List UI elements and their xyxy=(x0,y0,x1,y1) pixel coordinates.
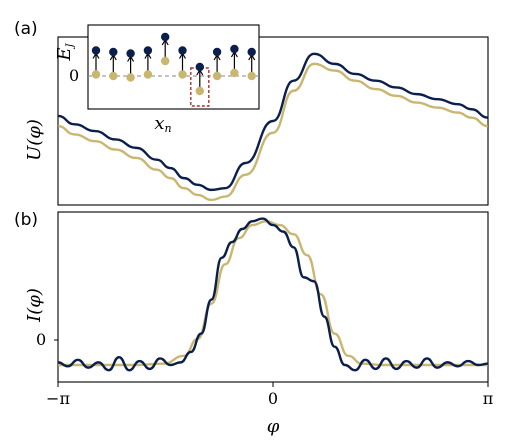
panel-b-series-gold xyxy=(58,219,488,367)
panel-a-label: (a) xyxy=(14,19,38,39)
inset-site-gold-8 xyxy=(230,68,239,78)
inset-site-gold-4 xyxy=(161,56,170,66)
panel-b-ylabel: I(φ) xyxy=(24,288,45,323)
panel-a-series-navy xyxy=(57,52,489,192)
panel-b-xlabel: φ xyxy=(267,416,280,437)
inset-site-navy-6 xyxy=(195,62,204,72)
inset-site-navy-0 xyxy=(91,46,101,55)
inset-site-gold-5 xyxy=(178,70,187,79)
inset-ytick: 0 xyxy=(69,66,79,85)
panel-a-series-gold xyxy=(57,62,489,202)
panel-b-ytick-0: 0 xyxy=(36,330,46,349)
inset-site-gold-0 xyxy=(91,70,101,79)
inset-site-gold-6 xyxy=(195,86,204,96)
xtick-pi: π xyxy=(483,389,494,408)
inset-highlight-box xyxy=(190,67,210,107)
panel-a-frame xyxy=(57,36,489,206)
inset-site-gold-3 xyxy=(143,70,153,79)
inset-site-navy-2 xyxy=(126,49,135,58)
inset-site-gold-1 xyxy=(109,71,118,81)
inset-site-navy-9 xyxy=(247,47,256,57)
xtick-zero: 0 xyxy=(268,389,278,408)
inset-ylabel: EJ xyxy=(54,42,76,61)
inset-site-gold-7 xyxy=(212,71,222,81)
inset-site-navy-7 xyxy=(212,47,222,57)
inset-site-gold-9 xyxy=(247,71,256,81)
panel-a-series xyxy=(57,52,489,202)
inset-site-navy-8 xyxy=(230,44,239,54)
inset: EJ 0 xn xyxy=(54,24,260,135)
inset-site-navy-3 xyxy=(143,46,153,55)
inset-site-navy-5 xyxy=(178,46,187,55)
inset-site-navy-1 xyxy=(109,47,118,57)
xtick-neg-pi: −π xyxy=(46,389,70,408)
inset-site-navy-4 xyxy=(161,32,170,42)
panel-b-series-navy xyxy=(57,217,488,372)
panel-b-frame xyxy=(57,211,489,383)
panel-a-ylabel: U(φ) xyxy=(24,119,45,161)
inset-xlabel: xn xyxy=(154,113,171,135)
inset-frame xyxy=(87,24,260,110)
panel-b-label: (b) xyxy=(14,210,38,230)
inset-site-gold-2 xyxy=(126,73,135,82)
inset-sites xyxy=(91,32,256,107)
panel-b-series xyxy=(57,217,488,372)
